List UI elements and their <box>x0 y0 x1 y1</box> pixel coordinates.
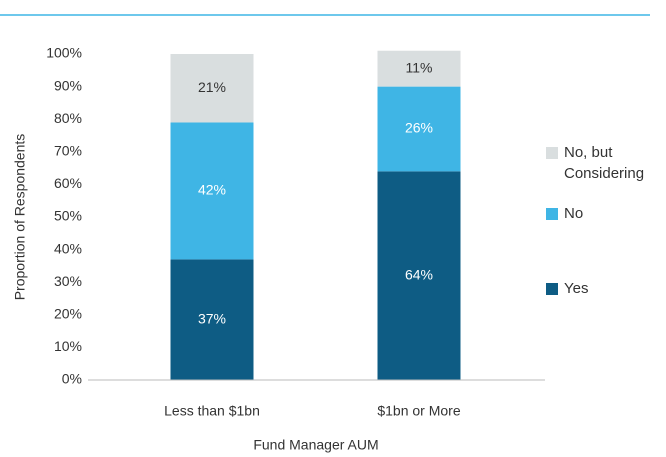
data-label: 37% <box>198 310 226 326</box>
data-label: 64% <box>405 266 433 282</box>
y-axis-title: Proportion of Respondents <box>12 134 28 301</box>
legend-label: No <box>564 205 584 222</box>
bar-segment <box>170 259 254 380</box>
bar-segment <box>170 122 254 260</box>
legend-swatch <box>546 283 558 295</box>
y-tick-label: 20% <box>54 306 82 322</box>
y-tick-label: 30% <box>54 273 82 289</box>
bar-segment <box>377 50 461 87</box>
y-tick-label: 100% <box>46 45 82 61</box>
data-label: 26% <box>405 120 433 136</box>
data-label: 11% <box>406 59 433 75</box>
y-tick-label: 10% <box>54 338 82 354</box>
data-label: 42% <box>198 182 226 198</box>
bar-segment <box>377 171 461 380</box>
bar-segment <box>170 54 254 123</box>
data-label: 21% <box>198 79 226 95</box>
x-axis-title: Fund Manager AUM <box>253 437 378 453</box>
y-tick-label: 0% <box>62 371 82 387</box>
y-tick-label: 90% <box>54 77 82 93</box>
y-tick-label: 60% <box>54 175 82 191</box>
x-tick-label: Less than $1bn <box>164 403 260 419</box>
legend-label: Yes <box>564 280 589 297</box>
y-tick-label: 50% <box>54 208 82 224</box>
y-tick-label: 80% <box>54 110 82 126</box>
x-tick-label: $1bn or More <box>377 403 460 419</box>
legend-swatch <box>546 208 558 220</box>
bar-segment <box>377 86 461 172</box>
y-tick-label: 40% <box>54 240 82 256</box>
legend-label: No, but Considering <box>564 144 645 182</box>
y-tick-label: 70% <box>54 143 82 159</box>
legend-swatch <box>546 147 558 159</box>
